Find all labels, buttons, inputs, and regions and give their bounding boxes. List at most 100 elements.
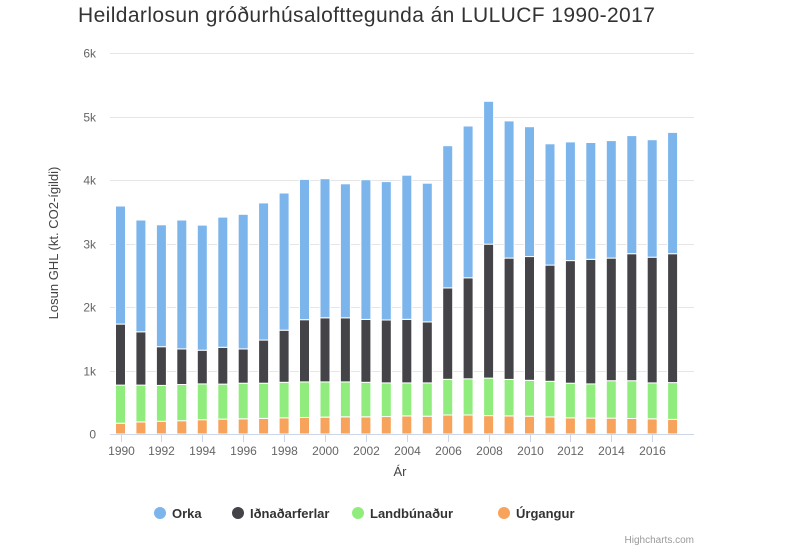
bar-segment-Iðnaðarferlar[interactable] bbox=[524, 256, 535, 381]
bar-segment-Landbúnaður[interactable] bbox=[605, 380, 617, 419]
bar-segment-Úrgangur[interactable] bbox=[176, 420, 188, 435]
bar-segment-Landbúnaður[interactable] bbox=[483, 377, 495, 417]
bar-segment-Landbúnaður[interactable] bbox=[564, 382, 576, 419]
bar-segment-Orka[interactable] bbox=[544, 143, 556, 266]
bar-segment-Landbúnaður[interactable] bbox=[196, 383, 208, 421]
bar-stack-2008[interactable] bbox=[483, 100, 495, 435]
bar-segment-Iðnaðarferlar[interactable] bbox=[646, 256, 658, 384]
bar-stack-2001[interactable] bbox=[339, 183, 351, 435]
bar-stack-2002[interactable] bbox=[360, 179, 372, 435]
bar-segment-Úrgangur[interactable] bbox=[524, 415, 535, 435]
bar-segment-Landbúnaður[interactable] bbox=[360, 381, 372, 418]
bar-segment-Úrgangur[interactable] bbox=[319, 416, 331, 435]
bar-stack-2015[interactable] bbox=[626, 135, 638, 435]
bar-segment-Landbúnaður[interactable] bbox=[278, 381, 290, 419]
bar-segment-Orka[interactable] bbox=[585, 142, 597, 260]
bar-stack-2013[interactable] bbox=[585, 142, 597, 435]
bar-segment-Orka[interactable] bbox=[442, 145, 454, 289]
bar-stack-1990[interactable] bbox=[115, 205, 126, 435]
bar-stack-1994[interactable] bbox=[196, 224, 208, 435]
bar-segment-Iðnaðarferlar[interactable] bbox=[319, 317, 331, 383]
bar-segment-Úrgangur[interactable] bbox=[585, 417, 597, 435]
bar-segment-Iðnaðarferlar[interactable] bbox=[585, 258, 597, 385]
bar-segment-Úrgangur[interactable] bbox=[380, 416, 392, 435]
bar-segment-Landbúnaður[interactable] bbox=[237, 382, 249, 420]
bar-segment-Landbúnaður[interactable] bbox=[155, 384, 167, 422]
bar-stack-2011[interactable] bbox=[544, 143, 556, 435]
bar-stack-2014[interactable] bbox=[605, 140, 617, 435]
bar-segment-Landbúnaður[interactable] bbox=[524, 379, 535, 417]
bar-segment-Orka[interactable] bbox=[196, 224, 208, 351]
bar-segment-Úrgangur[interactable] bbox=[339, 416, 351, 435]
bar-stack-1996[interactable] bbox=[237, 213, 249, 435]
bar-segment-Orka[interactable] bbox=[339, 183, 351, 319]
bar-segment-Iðnaðarferlar[interactable] bbox=[217, 346, 229, 385]
bar-segment-Landbúnaður[interactable] bbox=[135, 384, 147, 423]
bar-segment-Landbúnaður[interactable] bbox=[380, 382, 392, 418]
bar-segment-Orka[interactable] bbox=[380, 181, 392, 321]
bar-stack-2012[interactable] bbox=[564, 141, 576, 435]
bar-stack-2004[interactable] bbox=[401, 174, 413, 435]
bar-segment-Orka[interactable] bbox=[360, 179, 372, 320]
bar-segment-Orka[interactable] bbox=[564, 141, 576, 262]
bar-stack-1998[interactable] bbox=[278, 192, 290, 435]
bar-stack-1999[interactable] bbox=[299, 178, 310, 435]
bar-segment-Orka[interactable] bbox=[483, 100, 495, 245]
bar-segment-Orka[interactable] bbox=[605, 140, 617, 259]
bar-stack-2006[interactable] bbox=[442, 145, 454, 435]
bar-segment-Úrgangur[interactable] bbox=[646, 418, 658, 435]
bar-segment-Orka[interactable] bbox=[524, 126, 535, 258]
bar-stack-2017[interactable] bbox=[667, 131, 679, 435]
bar-segment-Orka[interactable] bbox=[503, 120, 515, 259]
bar-segment-Iðnaðarferlar[interactable] bbox=[176, 348, 188, 385]
bar-segment-Iðnaðarferlar[interactable] bbox=[421, 321, 433, 384]
bar-segment-Orka[interactable] bbox=[155, 224, 167, 348]
bar-segment-Úrgangur[interactable] bbox=[667, 418, 679, 435]
bar-segment-Iðnaðarferlar[interactable] bbox=[278, 329, 290, 383]
bar-segment-Iðnaðarferlar[interactable] bbox=[564, 260, 576, 384]
bar-segment-Úrgangur[interactable] bbox=[258, 417, 270, 435]
credits-link[interactable]: Highcharts.com bbox=[625, 535, 694, 546]
bar-segment-Iðnaðarferlar[interactable] bbox=[401, 318, 413, 384]
bar-segment-Úrgangur[interactable] bbox=[544, 416, 556, 435]
bar-segment-Iðnaðarferlar[interactable] bbox=[442, 287, 454, 380]
bar-stack-1993[interactable] bbox=[176, 219, 188, 435]
bar-stack-1995[interactable] bbox=[217, 216, 229, 435]
bar-segment-Iðnaðarferlar[interactable] bbox=[483, 243, 495, 379]
bar-segment-Landbúnaður[interactable] bbox=[544, 380, 556, 418]
bar-segment-Orka[interactable] bbox=[237, 213, 249, 350]
bar-segment-Úrgangur[interactable] bbox=[115, 422, 126, 435]
bar-segment-Orka[interactable] bbox=[401, 174, 413, 320]
bar-segment-Úrgangur[interactable] bbox=[401, 415, 413, 435]
bar-segment-Orka[interactable] bbox=[115, 205, 126, 325]
bar-segment-Landbúnaður[interactable] bbox=[646, 382, 658, 420]
bar-segment-Orka[interactable] bbox=[319, 178, 331, 319]
bar-segment-Iðnaðarferlar[interactable] bbox=[544, 264, 556, 382]
bar-segment-Landbúnaður[interactable] bbox=[667, 382, 679, 420]
bar-stack-2005[interactable] bbox=[421, 182, 433, 435]
bar-segment-Landbúnaður[interactable] bbox=[626, 380, 638, 420]
bar-segment-Iðnaðarferlar[interactable] bbox=[626, 253, 638, 382]
bar-segment-Orka[interactable] bbox=[278, 192, 290, 331]
bar-segment-Orka[interactable] bbox=[421, 182, 433, 323]
bar-segment-Landbúnaður[interactable] bbox=[115, 384, 126, 424]
bar-segment-Orka[interactable] bbox=[462, 125, 474, 279]
bar-segment-Landbúnaður[interactable] bbox=[299, 381, 310, 418]
bar-segment-Iðnaðarferlar[interactable] bbox=[237, 348, 249, 384]
bar-segment-Landbúnaður[interactable] bbox=[319, 381, 331, 418]
bar-segment-Iðnaðarferlar[interactable] bbox=[155, 346, 167, 386]
bar-segment-Iðnaðarferlar[interactable] bbox=[503, 257, 515, 380]
bar-stack-2009[interactable] bbox=[503, 120, 515, 435]
bar-segment-Orka[interactable] bbox=[667, 131, 679, 255]
bar-segment-Landbúnaður[interactable] bbox=[401, 382, 413, 417]
bar-segment-Orka[interactable] bbox=[299, 178, 310, 321]
bar-segment-Landbúnaður[interactable] bbox=[217, 383, 229, 420]
bar-segment-Landbúnaður[interactable] bbox=[258, 382, 270, 419]
bar-segment-Úrgangur[interactable] bbox=[217, 418, 229, 435]
legend-item[interactable]: Úrgangur bbox=[498, 506, 575, 521]
bar-segment-Iðnaðarferlar[interactable] bbox=[339, 317, 351, 383]
bar-segment-Landbúnaður[interactable] bbox=[176, 384, 188, 422]
bar-stack-2007[interactable] bbox=[462, 125, 474, 435]
bar-segment-Iðnaðarferlar[interactable] bbox=[667, 253, 679, 384]
bar-segment-Úrgangur[interactable] bbox=[196, 419, 208, 435]
